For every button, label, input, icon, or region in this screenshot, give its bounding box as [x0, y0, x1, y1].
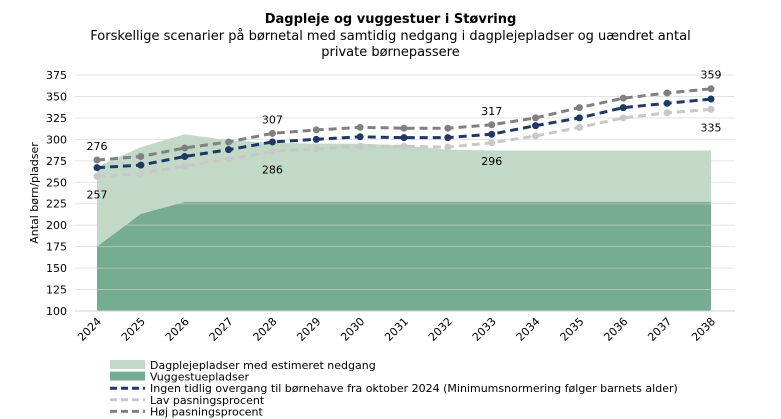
- y-tick-label: 275: [46, 155, 67, 168]
- legend-label: Ingen tidlig overgang til børnehave fra …: [150, 382, 678, 395]
- data-point: [268, 138, 276, 146]
- x-tick-label: 2035: [558, 315, 587, 344]
- data-point: [356, 123, 364, 131]
- data-point: [575, 114, 583, 122]
- x-tick-label: 2033: [470, 315, 499, 344]
- data-point: [707, 105, 715, 113]
- legend-label: Høj pasningsprocent: [150, 405, 264, 418]
- data-point: [400, 124, 408, 132]
- data-point: [312, 126, 320, 134]
- data-point: [532, 132, 540, 140]
- y-tick-label: 150: [46, 262, 67, 275]
- x-tick-label: 2032: [426, 315, 455, 344]
- data-point: [663, 99, 671, 107]
- y-axis-label: Antal børn/pladser: [28, 142, 41, 244]
- data-point: [93, 164, 101, 172]
- x-tick-label: 2025: [119, 315, 148, 344]
- data-label: 296: [481, 155, 502, 168]
- data-label: 307: [262, 113, 283, 126]
- data-point: [356, 133, 364, 141]
- data-point: [137, 161, 145, 169]
- data-label: 286: [262, 163, 283, 176]
- data-point: [181, 153, 189, 161]
- data-point: [488, 139, 496, 147]
- y-tick-label: 100: [46, 305, 67, 318]
- data-point: [619, 94, 627, 102]
- y-tick-label: 350: [46, 90, 67, 103]
- data-point: [619, 104, 627, 112]
- x-tick-label: 2036: [601, 315, 630, 344]
- data-point: [444, 134, 452, 142]
- data-point: [663, 89, 671, 97]
- legend-label: Lav pasningsprocent: [150, 394, 265, 407]
- data-point: [663, 109, 671, 117]
- chart-title: Dagpleje og vuggestuer i Støvring: [264, 12, 517, 27]
- data-label: 257: [87, 188, 108, 201]
- data-point: [400, 142, 408, 150]
- x-tick-label: 2034: [514, 315, 543, 344]
- y-tick-label: 300: [46, 133, 67, 146]
- data-point: [707, 85, 715, 93]
- y-tick-label: 200: [46, 219, 67, 232]
- data-point: [181, 162, 189, 170]
- data-point: [225, 146, 233, 154]
- y-tick-label: 125: [46, 284, 67, 297]
- data-point: [268, 147, 276, 155]
- x-tick-label: 2026: [163, 315, 192, 344]
- data-point: [532, 122, 540, 130]
- legend-label: Dagplejepladser med estimeret nedgang: [150, 359, 376, 372]
- data-point: [444, 143, 452, 151]
- data-point: [268, 129, 276, 137]
- y-tick-label: 375: [46, 69, 67, 82]
- legend-swatch: [110, 360, 145, 369]
- data-point: [619, 114, 627, 122]
- data-point: [93, 156, 101, 164]
- data-label: 317: [481, 105, 502, 118]
- data-point: [225, 138, 233, 146]
- x-tick-label: 2038: [689, 315, 718, 344]
- data-label: 359: [701, 69, 722, 82]
- y-tick-label: 250: [46, 176, 67, 189]
- chart-subtitle: Forskellige scenarier på børnetal med sa…: [0, 29, 781, 61]
- data-point: [93, 172, 101, 180]
- y-tick-label: 225: [46, 198, 67, 211]
- data-point: [488, 121, 496, 129]
- data-point: [575, 104, 583, 112]
- x-tick-label: 2028: [251, 315, 280, 344]
- data-point: [312, 145, 320, 153]
- data-point: [444, 124, 452, 132]
- data-point: [225, 155, 233, 163]
- legend-label: Vuggestuepladser: [150, 371, 250, 384]
- data-point: [575, 123, 583, 131]
- x-tick-label: 2030: [338, 315, 367, 344]
- x-tick-label: 2027: [207, 315, 236, 344]
- data-point: [488, 130, 496, 138]
- x-tick-label: 2024: [75, 315, 104, 344]
- data-point: [181, 144, 189, 152]
- x-tick-label: 2029: [294, 315, 323, 344]
- data-point: [356, 142, 364, 150]
- data-point: [532, 114, 540, 122]
- data-point: [137, 153, 145, 161]
- data-point: [707, 95, 715, 103]
- data-label: 335: [701, 121, 722, 134]
- data-point: [312, 135, 320, 143]
- x-tick-label: 2037: [645, 315, 674, 344]
- y-tick-label: 325: [46, 112, 67, 125]
- area-1: [97, 202, 711, 311]
- legend-swatch: [110, 371, 145, 381]
- x-tick-label: 2031: [382, 315, 411, 344]
- y-tick-label: 175: [46, 241, 67, 254]
- data-label: 276: [87, 140, 108, 153]
- chart-subtitle-text: Forskellige scenarier på børnetal med sa…: [90, 29, 691, 60]
- data-point: [137, 170, 145, 178]
- data-point: [400, 134, 408, 142]
